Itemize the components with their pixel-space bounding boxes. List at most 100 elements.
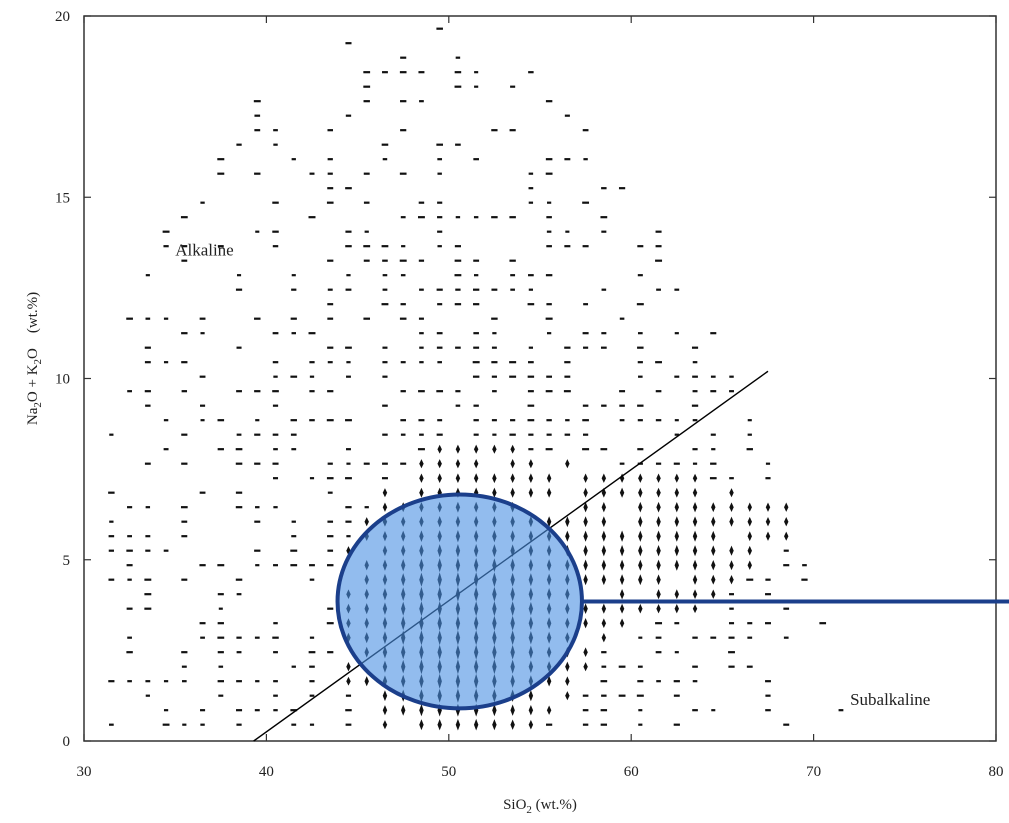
data-point xyxy=(691,346,699,349)
data-point xyxy=(674,375,680,378)
data-point xyxy=(455,718,461,731)
data-point xyxy=(765,709,771,712)
data-point xyxy=(382,158,388,161)
data-point xyxy=(235,288,243,291)
data-point xyxy=(491,375,497,378)
data-point xyxy=(181,245,188,248)
data-point xyxy=(692,473,698,483)
data-point xyxy=(783,723,790,726)
data-point xyxy=(655,636,662,639)
data-point xyxy=(235,462,243,465)
data-point xyxy=(710,433,716,436)
data-point xyxy=(437,201,443,204)
data-point xyxy=(291,520,296,523)
data-point xyxy=(509,433,516,436)
data-point xyxy=(418,259,425,262)
data-point xyxy=(655,622,663,625)
data-point xyxy=(491,288,498,291)
data-point xyxy=(254,520,261,523)
data-point xyxy=(145,549,151,552)
data-point xyxy=(200,332,205,335)
data-point xyxy=(765,462,771,465)
data-point xyxy=(273,694,278,697)
x-axis-label-suffix: (wt.%) xyxy=(532,797,577,813)
data-point xyxy=(492,390,497,393)
data-point xyxy=(291,274,296,277)
data-point xyxy=(345,694,352,697)
data-point xyxy=(345,419,352,422)
data-point xyxy=(492,433,497,436)
data-point xyxy=(583,662,588,672)
x-tick-label: 70 xyxy=(806,764,821,780)
data-point xyxy=(492,719,497,731)
data-point xyxy=(218,694,224,697)
data-point xyxy=(382,720,388,730)
data-point xyxy=(309,636,315,639)
data-point xyxy=(455,390,461,393)
data-point xyxy=(527,404,535,407)
data-point xyxy=(528,487,534,498)
data-point xyxy=(711,516,716,527)
data-point xyxy=(509,361,517,364)
data-point xyxy=(674,501,679,513)
data-point xyxy=(437,172,442,175)
data-point xyxy=(401,704,406,716)
data-point xyxy=(528,172,534,175)
data-point xyxy=(327,462,333,465)
data-point xyxy=(546,419,552,422)
data-point xyxy=(290,317,297,320)
data-point xyxy=(784,531,789,541)
data-point xyxy=(217,158,225,161)
data-point xyxy=(437,361,442,364)
data-point xyxy=(619,530,625,542)
data-point xyxy=(436,433,443,436)
data-point xyxy=(345,709,352,712)
data-point xyxy=(746,448,753,451)
data-point xyxy=(783,549,789,552)
data-point xyxy=(144,361,151,364)
data-point xyxy=(382,462,388,465)
data-point xyxy=(546,705,552,715)
data-point xyxy=(437,419,443,422)
data-point xyxy=(601,559,607,571)
data-point xyxy=(345,288,352,291)
data-point xyxy=(528,288,533,291)
data-point xyxy=(200,709,206,712)
data-point xyxy=(418,201,425,204)
data-point xyxy=(473,419,479,422)
data-point xyxy=(619,545,625,557)
data-point xyxy=(382,433,388,436)
data-point xyxy=(291,332,296,335)
data-point xyxy=(419,361,424,364)
data-point xyxy=(637,665,643,668)
data-point xyxy=(765,680,771,683)
data-point xyxy=(272,230,279,233)
data-point xyxy=(382,690,388,702)
data-point xyxy=(436,27,443,30)
data-point xyxy=(199,375,206,378)
data-point xyxy=(217,448,224,451)
data-point xyxy=(783,607,790,610)
data-point xyxy=(454,303,462,306)
data-point xyxy=(454,85,462,88)
x-axis-label-subscript: 2 xyxy=(526,804,532,816)
data-point xyxy=(419,288,424,291)
data-point xyxy=(747,516,752,527)
y-axis-label-unit: O (wt.%) xyxy=(25,292,41,359)
data-point xyxy=(711,530,716,542)
data-point xyxy=(400,129,407,132)
data-point xyxy=(236,390,242,393)
data-point xyxy=(290,433,297,436)
data-point xyxy=(254,462,261,465)
data-point xyxy=(491,346,497,349)
data-point xyxy=(382,288,388,291)
data-point xyxy=(272,332,279,335)
region-label-alkaline: Alkaline xyxy=(175,240,234,259)
data-point xyxy=(273,375,278,378)
data-point xyxy=(363,259,370,262)
data-point xyxy=(127,636,132,639)
data-point xyxy=(546,675,552,687)
data-point xyxy=(327,491,333,494)
data-point xyxy=(346,462,351,465)
data-point xyxy=(418,317,424,320)
